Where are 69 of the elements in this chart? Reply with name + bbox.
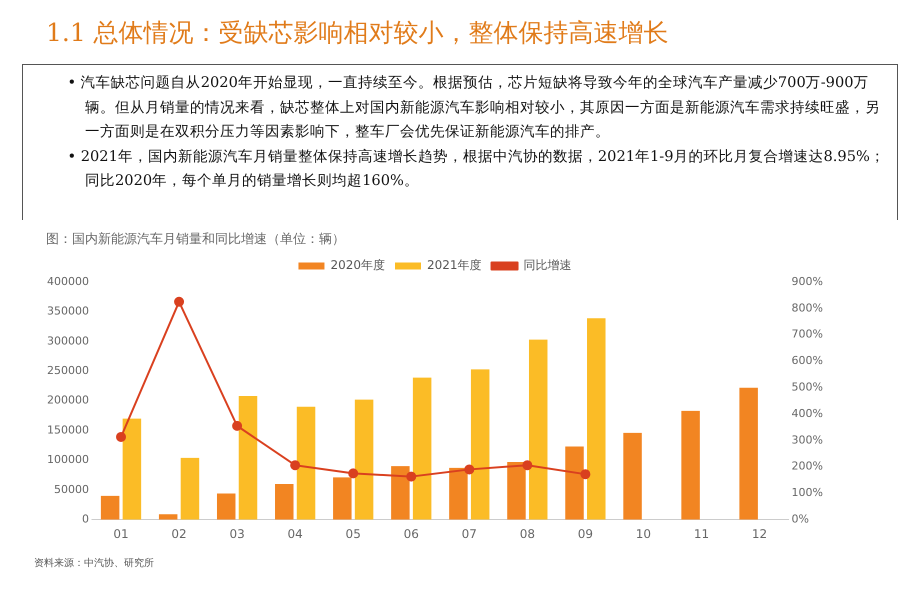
bar [587, 318, 606, 520]
bar [470, 369, 490, 520]
bar [739, 388, 758, 520]
y2-tick-label: 200% [792, 460, 824, 473]
x-tick-label: 09 [578, 526, 594, 541]
point [406, 472, 416, 482]
point [116, 432, 126, 442]
legend-label: 2020年度 [330, 258, 386, 272]
y2-tick-label: 400% [792, 406, 824, 420]
point [522, 460, 532, 470]
bar [681, 410, 700, 520]
bar [412, 378, 432, 520]
bar [391, 466, 410, 520]
x-tick-label: 12 [752, 526, 768, 541]
bar [180, 458, 200, 520]
x-tick-label: 07 [462, 526, 477, 541]
point [580, 469, 590, 480]
y-tick-label: 300000 [46, 334, 89, 348]
y2-tick-label: 100% [792, 486, 824, 500]
x-tick-label: 06 [404, 526, 419, 541]
legend-label: 同比增速 [524, 258, 572, 272]
chart-subtitle: 图：国内新能源汽车月销量和同比增速（单位：辆） [46, 231, 345, 248]
x-tick-label: 02 [171, 526, 187, 541]
y-tick-label: 350000 [46, 304, 89, 318]
y2-tick-label: 800% [792, 301, 824, 314]
y-tick-label: 100000 [46, 453, 89, 466]
bar [275, 484, 294, 520]
y-tick-label: 400000 [46, 274, 89, 288]
y2-tick-label: 0% [792, 512, 810, 526]
y2-tick-label: 300% [792, 433, 824, 446]
point [232, 420, 242, 431]
x-tick-label: 05 [346, 526, 361, 541]
x-tick-label: 11 [694, 526, 710, 541]
text: • 2021年，国内新能源汽车月销量整体保持高速增长趋势，根据中汽协的数据，2021年1-9月的环比月复合增速达8.95%；同比2020年，每个单月的销量增长则均超160%。 [67, 146, 886, 191]
y-tick-label: 0 [82, 512, 89, 526]
point [290, 460, 300, 470]
bar [333, 477, 352, 520]
legend-label: 2021年度 [427, 258, 482, 272]
bar [216, 493, 236, 520]
bar [122, 418, 142, 520]
bar [238, 396, 258, 520]
y2-tick-label: 600% [792, 354, 824, 368]
y2-tick-label: 700% [792, 328, 824, 341]
bar [354, 400, 374, 520]
bar [565, 446, 584, 520]
point [464, 464, 474, 474]
point [348, 468, 358, 478]
y-tick-label: 250000 [46, 364, 89, 377]
bar [507, 462, 526, 520]
bar [100, 496, 120, 520]
x-tick-label: 08 [520, 526, 535, 541]
y2-tick-label: 500% [792, 380, 824, 394]
y-tick-label: 200000 [46, 394, 89, 407]
bar [623, 432, 642, 520]
x-tick-label: 10 [636, 526, 652, 541]
bar [528, 340, 548, 520]
y-tick-label: 150000 [46, 423, 89, 436]
chart-title: 1.1 总体情况：受缺芯影响相对较小，整体保持高速增长 [46, 17, 669, 49]
bar [449, 468, 468, 520]
bar [158, 514, 178, 520]
bar [296, 406, 316, 520]
x-tick-label: 01 [113, 526, 129, 541]
text: • 汽车缺芯问题自从2020年开始显现，一直持续至今。根据预估，芯片短缺将导致今年的全球汽车产量减少700万-900万辆。但从月销量的情况来看，缺芯整体上对国内新能源汽车影响相对较小，其原因一方面是新能源汽车需求持续旺盛，另一方面则是在双积分压力等因素影响下，整车厂会优先保证新能源汽车的排产。 [67, 73, 881, 142]
x-tick-label: 03 [229, 526, 245, 541]
text: 资料来源：中汽协、研究所 [34, 556, 154, 570]
y2-tick-label: 900% [792, 274, 824, 288]
point [174, 296, 184, 307]
x-tick-label: 04 [288, 526, 303, 541]
y-tick-label: 50000 [54, 482, 89, 496]
